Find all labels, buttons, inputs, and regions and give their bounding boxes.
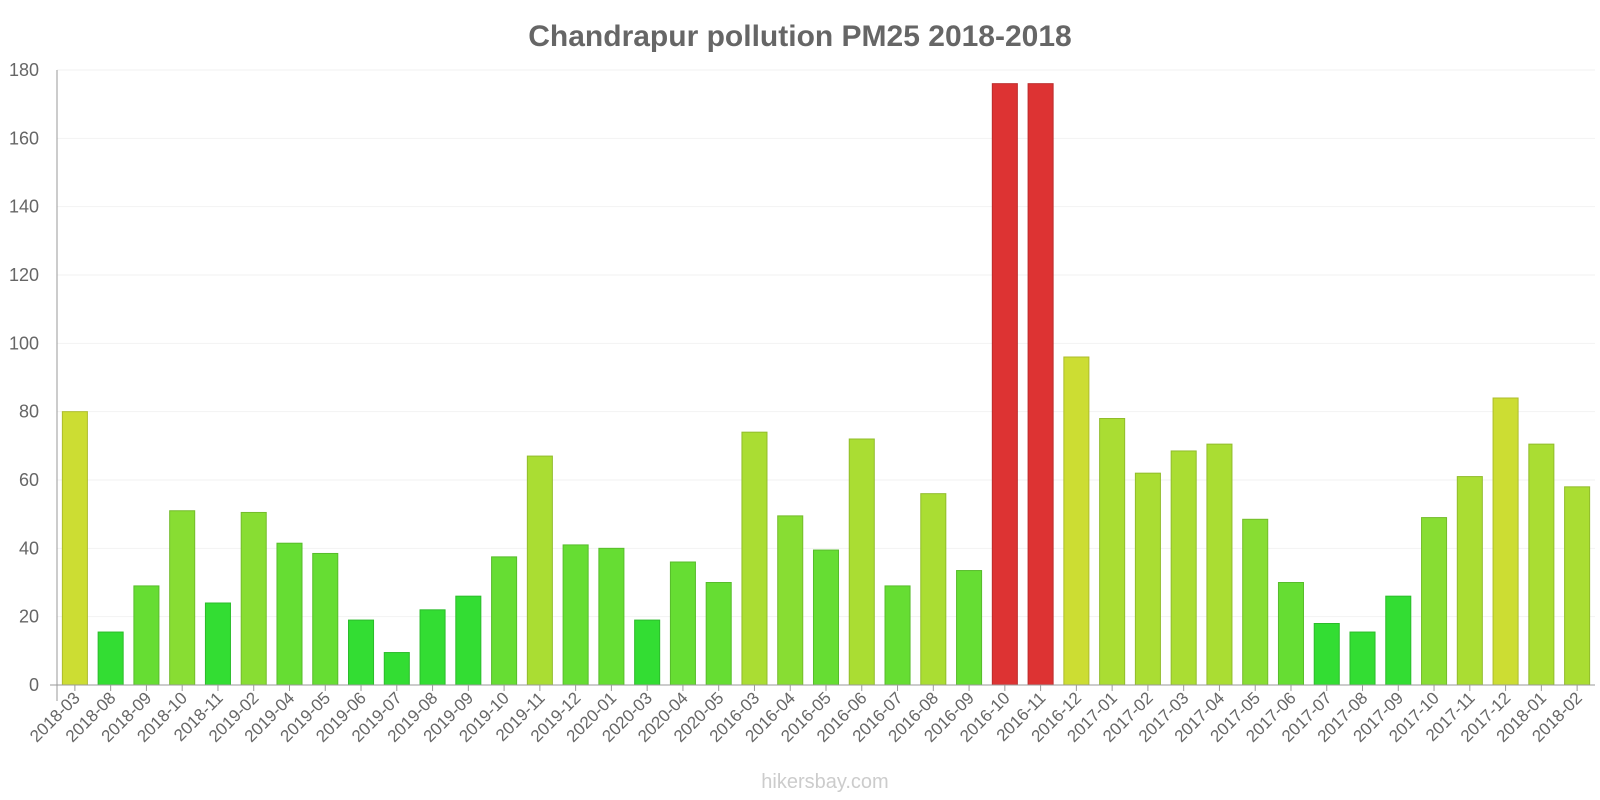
bar-2017-07: [1313, 623, 1340, 686]
chart-title: Chandrapur pollution PM25 2018-2018: [528, 20, 1071, 53]
bar-2017-05: [1242, 518, 1269, 686]
bar-2017-12: [1492, 397, 1519, 686]
bar-2017-03: [1170, 450, 1197, 686]
bar-2019-04: [276, 542, 303, 686]
bar-2020-05: [705, 582, 732, 686]
bar-2017-06: [1277, 582, 1304, 686]
axes: [50, 70, 1595, 701]
bar-2018-03: [61, 411, 88, 686]
x-axis-ticks: 2018-032018-082018-092018-102018-112019-…: [26, 685, 1586, 746]
bar-2018-09: [133, 585, 160, 686]
bar-2016-05: [812, 549, 840, 686]
y-tick-label: 100: [9, 333, 39, 353]
y-tick-label: 60: [19, 470, 39, 490]
bar-2019-05: [312, 552, 339, 686]
y-tick-label: 180: [9, 60, 39, 80]
bar-2016-12: [1063, 356, 1090, 686]
bar-2016-03: [741, 431, 768, 686]
y-tick-label: 20: [19, 607, 39, 627]
y-tick-label: 80: [19, 402, 39, 422]
bar-2019-09: [455, 595, 482, 686]
bar-2016-07: [884, 585, 911, 686]
bar-2017-08: [1349, 631, 1376, 686]
bar-2019-07: [383, 652, 410, 686]
bar-2016-04: [777, 515, 804, 686]
y-tick-label: 160: [9, 128, 39, 148]
y-tick-label: 140: [9, 197, 39, 217]
bar-2019-11: [526, 455, 553, 686]
bar-2018-11: [204, 602, 231, 686]
y-tick-label: 120: [9, 265, 39, 285]
bar-2017-10: [1421, 517, 1448, 686]
y-axis-ticks: 0 20 40 60 80 100 120 140 160 180: [9, 60, 39, 695]
bar-2019-08: [419, 609, 446, 686]
source-watermark: hikersbay.com: [761, 771, 888, 793]
y-tick-label: 0: [29, 675, 39, 695]
bar-2019-02: [240, 511, 267, 686]
bar-2020-04: [669, 561, 696, 686]
bar-2016-10: [991, 83, 1018, 686]
bar-2019-06: [348, 619, 375, 686]
bar-2016-11: [1027, 83, 1054, 686]
bars: [61, 83, 1591, 686]
bar-2016-06: [848, 438, 875, 686]
bar-2018-08: [97, 631, 124, 686]
bar-2017-09: [1385, 595, 1412, 686]
bar-2017-04: [1206, 443, 1233, 686]
bar-2018-02: [1564, 486, 1591, 686]
bar-2018-01: [1528, 443, 1555, 686]
bar-2019-12: [562, 544, 589, 686]
bar-2016-09: [956, 570, 983, 686]
bar-2020-03: [634, 619, 661, 686]
y-tick-label: 40: [19, 538, 39, 558]
bar-2020-01: [598, 547, 625, 686]
bar-2017-11: [1456, 476, 1483, 686]
bar-2017-02: [1134, 472, 1161, 686]
bar-2016-08: [920, 493, 947, 686]
bar-2017-01: [1099, 418, 1126, 686]
gridlines: [57, 69, 1595, 618]
bar-2018-10: [169, 510, 196, 686]
bar-2019-10: [491, 556, 518, 686]
